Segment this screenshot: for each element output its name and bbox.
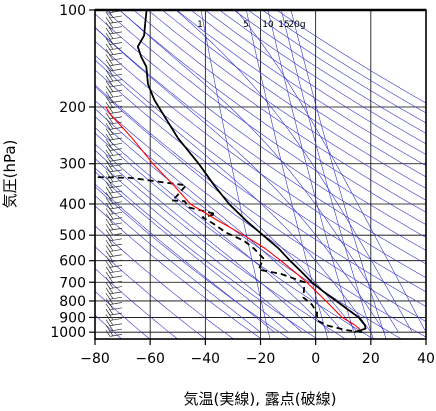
mixing-ratio-line [267,10,357,339]
mixing-ratio-label: 20g [288,20,305,30]
dry-adiabat-line [95,225,234,339]
dry-adiabat-line [95,13,426,251]
dry-adiabat-line [95,84,426,322]
y-tick-label: 200 [59,100,86,116]
sounding-series [97,10,367,334]
mixing-ratio-label: 10 [262,20,274,30]
dry-adiabat-line [95,100,426,338]
parcel-line [105,106,361,330]
moist-adiabat-line [95,195,261,333]
moist-adiabat-line [95,27,385,333]
temperature-line [136,10,367,334]
x-tick-label: −20 [246,351,276,367]
moist-adiabat-line [235,10,426,333]
x-tick-label: 0 [311,351,320,367]
dry-adiabat-line [95,54,426,293]
axis-ticks: −80 −60 −40 −20 0 20 40 100 200 300 400 500 600 700 80… [50,3,435,367]
dry-adiabat-line [176,10,426,178]
dry-adiabat-line [190,10,426,166]
dry-adiabat-line [233,10,426,134]
dry-adiabat-line [95,246,206,339]
dry-adiabat-line [147,10,426,201]
dry-adiabat-line [95,268,178,339]
wind-barb [105,329,123,337]
x-tick-label: 20 [362,351,380,367]
dry-adiabat-line [133,10,426,213]
moist-adiabat-line [175,10,413,333]
x-tick-label: 40 [417,351,435,367]
moist-adiabat-line [95,143,316,333]
y-tick-label: 400 [59,197,86,213]
y-tick-label: 1000 [50,325,86,341]
mixing-ratio-line [290,10,387,339]
moist-adiabat-line [95,171,289,333]
x-tick-label: −80 [80,351,110,367]
moist-adiabat-line [95,158,303,333]
y-axis-title: 気圧(hPa) [1,140,19,209]
y-tick-label: 900 [59,310,86,326]
x-axis-title: 気温(実線), 露点(破線) [184,390,337,408]
moist-adiabat-line [95,59,372,333]
dry-adiabat-line [247,10,426,124]
dewpoint-line [97,176,363,334]
mixing-ratio-line [281,10,374,339]
wind-barbs [105,10,123,337]
moist-adiabat-line [95,127,330,333]
dry-adiabat-line [276,10,426,104]
x-tick-label: −40 [191,351,221,367]
y-tick-label: 300 [59,157,86,173]
mixing-ratio-line [200,10,271,339]
dry-adiabat-line [104,10,426,238]
dry-adiabat-line [162,10,426,189]
y-tick-label: 800 [59,294,86,310]
dry-adiabat-line [95,205,262,339]
dry-adiabat-line [95,132,374,339]
dry-adiabat-line [262,10,426,114]
dry-adiabat-line [95,26,426,265]
x-tick-label: −60 [135,351,165,367]
moist-adiabat-line [95,86,358,333]
dry-adiabat-line [95,69,426,307]
dry-adiabat-line [95,167,318,339]
y-tick-label: 100 [59,3,86,19]
y-tick-label: 700 [59,275,86,291]
background-lines [95,10,426,339]
moist-adiabat-line [95,183,275,333]
y-tick-label: 500 [59,228,86,244]
dry-adiabat-line [95,186,290,339]
dry-adiabat-line [219,10,426,145]
mixing-ratio-label: 5 [243,20,249,30]
mixing-ratio-label: 1 [197,20,203,30]
mixing-ratio-label: 15 [278,20,289,30]
y-tick-label: 600 [59,254,86,270]
moist-adiabat-line [95,108,344,333]
moist-adiabat-line [119,10,399,333]
